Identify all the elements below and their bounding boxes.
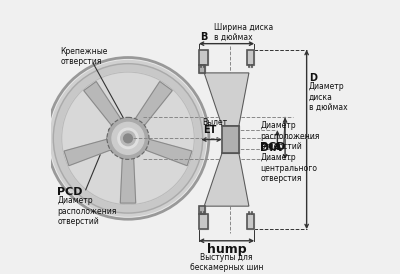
Polygon shape <box>199 214 208 229</box>
Circle shape <box>121 131 135 146</box>
Text: Ширина диска
в дюймах: Ширина диска в дюймах <box>214 23 274 42</box>
Circle shape <box>108 118 148 159</box>
Polygon shape <box>246 214 254 229</box>
Text: Крепежные
отверстия: Крепежные отверстия <box>60 47 108 66</box>
Circle shape <box>118 128 138 149</box>
Polygon shape <box>204 73 249 126</box>
Text: Диаметр
диска
в дюймах: Диаметр диска в дюймах <box>309 82 348 112</box>
Circle shape <box>112 122 144 154</box>
Text: D: D <box>309 73 317 83</box>
Text: Диаметр
центрального
отверстия: Диаметр центрального отверстия <box>260 153 318 183</box>
Text: ET: ET <box>203 125 216 135</box>
Text: Вылет: Вылет <box>203 118 228 127</box>
Circle shape <box>50 61 206 216</box>
Polygon shape <box>246 50 254 65</box>
Circle shape <box>124 134 132 143</box>
Text: PCD: PCD <box>260 142 286 152</box>
Polygon shape <box>199 65 205 73</box>
Text: DIA: DIA <box>260 143 282 153</box>
Circle shape <box>47 58 209 219</box>
Polygon shape <box>132 82 172 130</box>
Text: PCD: PCD <box>57 187 83 197</box>
Polygon shape <box>199 50 208 65</box>
Text: hump: hump <box>207 243 246 256</box>
Polygon shape <box>120 153 136 203</box>
Polygon shape <box>199 206 205 214</box>
Text: Диаметр
расположения
отверстий: Диаметр расположения отверстий <box>260 121 320 151</box>
Polygon shape <box>204 153 249 206</box>
Polygon shape <box>64 138 116 166</box>
Text: B: B <box>200 32 208 42</box>
Polygon shape <box>140 138 192 166</box>
Circle shape <box>62 72 194 205</box>
Polygon shape <box>84 82 124 130</box>
Text: Выступы для
бескамерных шин: Выступы для бескамерных шин <box>190 253 263 273</box>
Circle shape <box>53 64 203 213</box>
Text: Диаметр
расположения
отверстий: Диаметр расположения отверстий <box>57 196 116 226</box>
